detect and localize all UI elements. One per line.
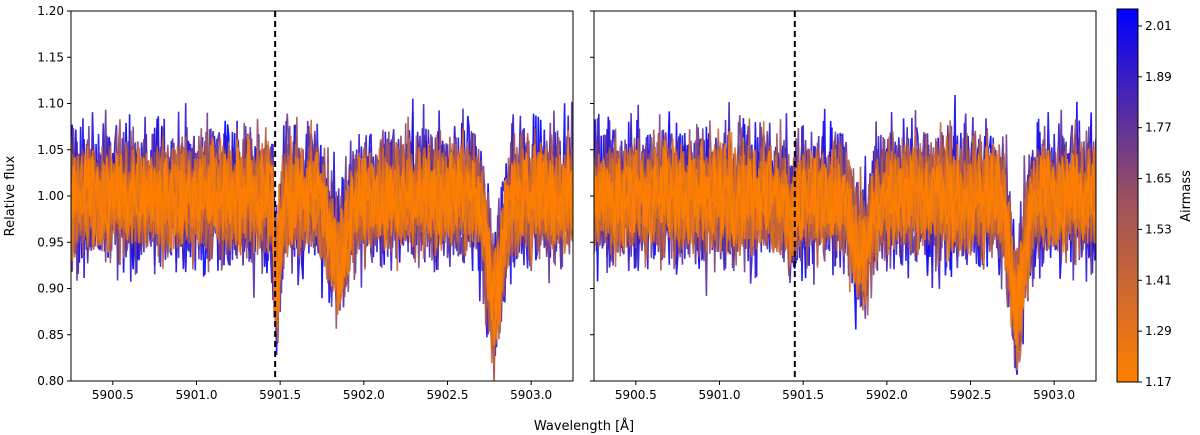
y-tick-label: 1.20 [37, 4, 64, 18]
left-spectrum-line [71, 138, 573, 347]
colorbar-tick-label: 1.65 [1145, 172, 1172, 186]
y-tick-label: 0.90 [37, 282, 64, 296]
right-x-ticks: 5900.5 5901.0 5901.5 5902.0 5902.5 5903.0 [615, 381, 1075, 402]
colorbar-label: Airmass [1179, 170, 1194, 222]
x-tick-label: 5903.0 [510, 388, 552, 402]
right-panel: 5900.5 5901.0 5901.5 5902.0 5902.5 5903.0 [590, 10, 1097, 402]
x-axis-label: Wavelength [Å] [534, 418, 634, 434]
left-x-ticks: 5900.5 5901.0 5901.5 5902.0 5902.5 5903.0 [92, 381, 552, 402]
x-tick-label: 5901.0 [699, 388, 741, 402]
x-tick-label: 5900.5 [615, 388, 657, 402]
colorbar-gradient [1116, 8, 1139, 383]
left-spectra-lines [71, 98, 573, 381]
left-spectrum-line [71, 130, 573, 326]
x-tick-label: 5902.0 [343, 388, 385, 402]
right-y-ticks [590, 10, 594, 382]
right-spectra-lines [594, 94, 1096, 375]
x-tick-label: 5902.0 [866, 388, 908, 402]
x-tick-label: 5901.0 [176, 388, 218, 402]
x-tick-label: 5903.0 [1033, 388, 1075, 402]
y-tick-label: 1.00 [37, 189, 64, 203]
colorbar-tick-label: 1.53 [1145, 222, 1172, 236]
x-tick-label: 5900.5 [92, 388, 134, 402]
colorbar-tick-label: 2.01 [1145, 19, 1172, 33]
x-tick-label: 5901.5 [782, 388, 824, 402]
left-panel: 5900.5 5901.0 5901.5 5902.0 5902.5 5903.0 0.8… [37, 4, 574, 402]
x-tick-label: 5901.5 [259, 388, 301, 402]
colorbar-tick-label: 1.89 [1145, 70, 1172, 84]
right-spectrum-line [594, 142, 1096, 321]
x-tick-label: 5902.5 [427, 388, 469, 402]
y-axis-label: Relative flux [3, 155, 18, 236]
y-tick-label: 1.10 [37, 97, 64, 111]
right-spectrum-line [594, 140, 1096, 345]
colorbar-tick-label: 1.77 [1145, 121, 1172, 135]
y-tick-label: 0.80 [37, 374, 64, 388]
colorbar-ticks: 1.17 1.29 1.41 1.53 1.65 1.77 1.89 2.01 [1138, 19, 1172, 389]
y-tick-label: 1.05 [37, 143, 64, 157]
x-tick-label: 5902.5 [950, 388, 992, 402]
colorbar-tick-label: 1.41 [1145, 273, 1172, 287]
colorbar-tick-label: 1.17 [1145, 375, 1172, 389]
y-tick-label: 0.85 [37, 328, 64, 342]
left-y-ticks: 0.80 0.85 0.90 0.95 1.00 1.05 1.10 1.15 1.20 [37, 4, 71, 388]
colorbar: 1.17 1.29 1.41 1.53 1.65 1.77 1.89 2.01 Airmass [1116, 8, 1194, 389]
y-tick-label: 1.15 [37, 50, 64, 64]
y-tick-label: 0.95 [37, 235, 64, 249]
colorbar-tick-label: 1.29 [1145, 324, 1172, 338]
